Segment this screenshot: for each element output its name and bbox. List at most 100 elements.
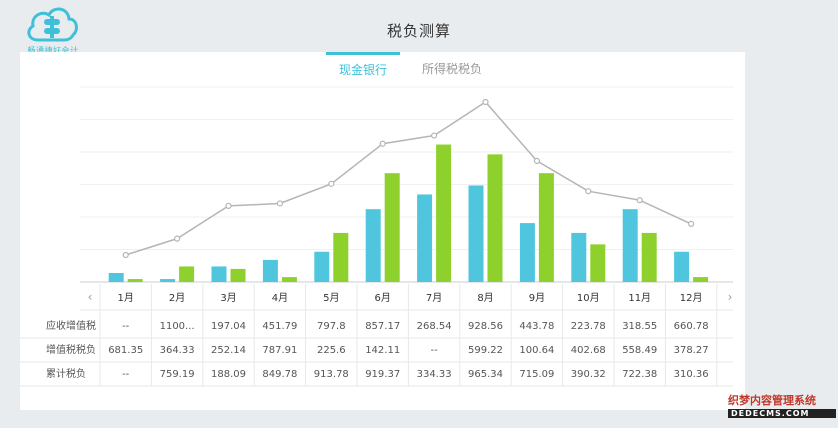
- table-cell: 681.35: [108, 345, 143, 356]
- chevron-left-icon[interactable]: ‹: [88, 290, 93, 304]
- tab-income-tax-burden[interactable]: 所得税税负: [421, 62, 482, 76]
- table-cell: 223.78: [571, 321, 606, 332]
- bar-series-1: [365, 209, 381, 282]
- bar-series-2: [127, 279, 143, 282]
- line-point: [687, 220, 695, 228]
- table-cell: 928.56: [468, 321, 503, 332]
- watermark-title: 织梦内容管理系统: [728, 394, 816, 407]
- bar-series-2: [384, 173, 400, 282]
- page-title: 税负测算: [386, 22, 451, 40]
- line-point: [174, 235, 181, 242]
- month-label: 4月: [272, 292, 288, 304]
- table-cell: 364.33: [160, 345, 195, 356]
- table-cell: 310.36: [674, 369, 709, 380]
- logo: 畅通捷好会计: [18, 4, 88, 56]
- table-cell: 451.79: [262, 321, 297, 332]
- bar-series-1: [314, 251, 330, 282]
- bar-series-2: [333, 232, 349, 282]
- bar-series-2: [230, 268, 246, 282]
- table-cell: 225.6: [317, 345, 346, 356]
- logo-text: 畅通捷好会计: [27, 46, 79, 55]
- line-point: [533, 157, 541, 165]
- line-point: [225, 202, 232, 210]
- month-label: 12月: [680, 292, 703, 304]
- watermark-url: DEDECMS.COM: [728, 409, 836, 418]
- watermark: 织梦内容管理系统 DEDECMS.COM: [728, 392, 836, 418]
- bar-series-2: [436, 144, 452, 282]
- table-cell: 849.78: [262, 369, 297, 380]
- table-cell: 100.64: [519, 345, 554, 356]
- tax-chart: 1月 2月 3月 4月 5月 6月 7月 8月 9月 10月 11月 12月 ‹ › 应收增值税 -- 1100…: [20, 86, 733, 387]
- line-point: [636, 197, 643, 204]
- table-cell: 599.22: [468, 345, 503, 356]
- bar-series-2: [487, 154, 503, 282]
- table-cell: 919.37: [365, 369, 400, 380]
- table-cell: --: [122, 321, 130, 332]
- table-cell: 252.14: [211, 345, 246, 356]
- line-point: [276, 200, 283, 207]
- month-label: 10月: [577, 292, 600, 304]
- month-label: 1月: [118, 292, 134, 304]
- bar-series-1: [108, 273, 124, 282]
- table-cell: 443.78: [519, 321, 554, 332]
- month-label: 9月: [529, 292, 545, 304]
- table-cell: 857.17: [365, 321, 400, 332]
- line-point: [431, 132, 438, 139]
- line-point: [379, 140, 386, 147]
- bar-series-1: [262, 259, 278, 282]
- month-label: 6月: [375, 292, 391, 304]
- chevron-right-icon[interactable]: ›: [728, 290, 733, 304]
- table-cell: 188.09: [211, 369, 246, 380]
- table-cell: 390.32: [571, 369, 606, 380]
- bar-series-2: [641, 232, 657, 282]
- cloud-logo-icon: [27, 7, 78, 42]
- tab-cash-bank[interactable]: 现金银行: [326, 52, 400, 89]
- table-cell: 318.55: [622, 321, 657, 332]
- table-cell: 797.8: [317, 321, 346, 332]
- bar-series-2: [179, 266, 195, 282]
- month-label: 7月: [426, 292, 442, 304]
- table-cell: 715.09: [519, 369, 554, 380]
- line-point: [585, 188, 592, 195]
- bar-series-1: [417, 194, 433, 282]
- bar-series-1: [519, 223, 535, 282]
- table-row-label: 应收增值税: [46, 319, 96, 332]
- bar-series-2: [693, 277, 709, 282]
- line-point: [482, 98, 489, 106]
- line-point: [122, 251, 129, 259]
- table-cell: 268.54: [417, 321, 452, 332]
- table-cell: 913.78: [314, 369, 349, 380]
- table-row-label: 增值税税负: [46, 343, 96, 356]
- table-cell: 787.91: [262, 345, 297, 356]
- bar-series-1: [160, 279, 176, 282]
- table-cell: 334.33: [417, 369, 452, 380]
- table-cell: 722.38: [622, 369, 657, 380]
- month-label: 5月: [323, 292, 339, 304]
- table-cell: 402.68: [571, 345, 606, 356]
- line-series: [125, 101, 692, 256]
- bar-series-2: [281, 277, 297, 282]
- table-cell: 965.34: [468, 369, 503, 380]
- table-row-label: 累计税负: [46, 367, 86, 380]
- bar-series-1: [674, 251, 690, 282]
- bar-series-2: [590, 244, 606, 282]
- chart-card: 现金银行 所得税税负 1月 2月 3月 4月 5月 6月 7月 8月 9月 10月 11月 12月 ‹ ›…: [20, 52, 745, 410]
- month-label: 11月: [628, 292, 651, 304]
- bar-series-2: [538, 173, 554, 282]
- bar-series-1: [211, 266, 227, 282]
- month-label: 8月: [477, 292, 493, 304]
- table-cell: 378.27: [674, 345, 709, 356]
- line-point: [328, 180, 335, 187]
- table-cell: --: [122, 369, 130, 380]
- bar-series-1: [571, 232, 587, 282]
- table-cell: 759.19: [160, 369, 195, 380]
- month-label: 2月: [169, 292, 185, 304]
- table-cell: 660.78: [674, 321, 709, 332]
- table-cell: 197.04: [211, 321, 246, 332]
- bar-series-1: [468, 185, 484, 282]
- bar-series-1: [622, 209, 638, 282]
- table-cell: --: [430, 345, 438, 356]
- month-label: 3月: [220, 292, 236, 304]
- table-cell: 1100...: [160, 321, 195, 332]
- table-cell: 558.49: [622, 345, 657, 356]
